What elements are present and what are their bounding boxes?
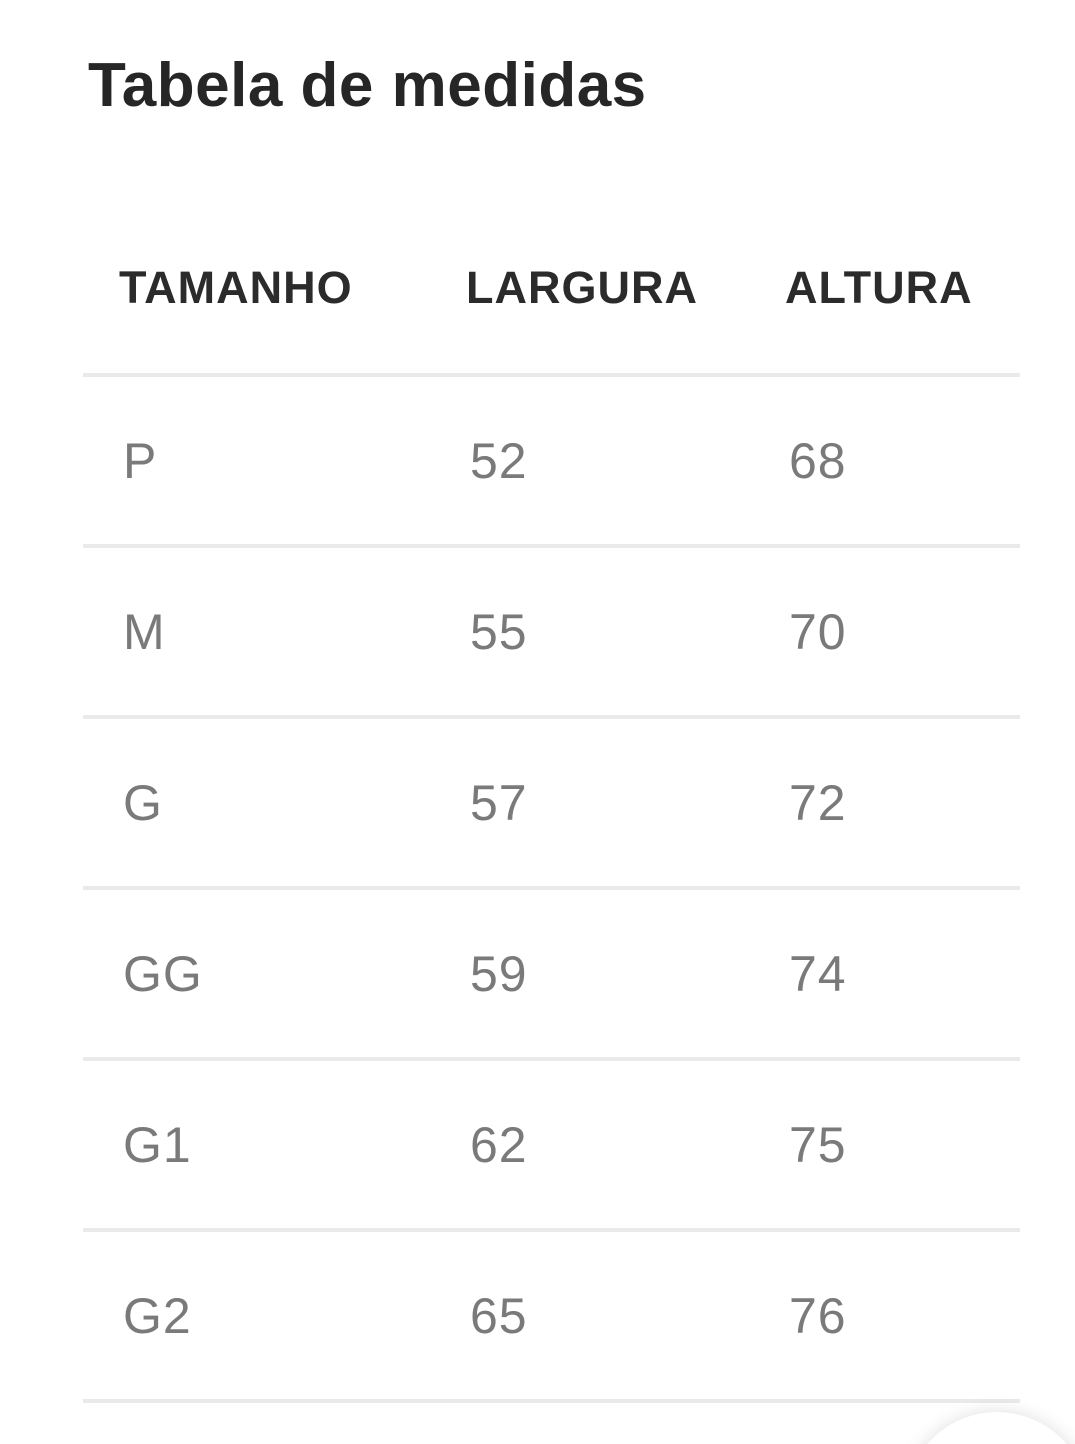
cell-altura: 68 bbox=[789, 432, 847, 489]
cell-largura: 52 bbox=[470, 432, 528, 489]
floating-widget-button[interactable] bbox=[905, 1412, 1075, 1444]
table-row: G1 62 75 bbox=[83, 1061, 1020, 1232]
table-row: G2 65 76 bbox=[83, 1232, 1020, 1403]
cell-tamanho: G bbox=[123, 774, 163, 831]
cell-largura: 57 bbox=[470, 774, 528, 831]
size-chart-table: TAMANHO LARGURA ALTURA P 52 68 M 55 70 G 57 72 GG… bbox=[83, 230, 1020, 1403]
table-row: G 57 72 bbox=[83, 719, 1020, 890]
cell-tamanho: M bbox=[123, 603, 166, 660]
column-header-largura: LARGURA bbox=[466, 261, 698, 313]
cell-altura: 76 bbox=[789, 1287, 847, 1344]
table-row: M 55 70 bbox=[83, 548, 1020, 719]
cell-largura: 55 bbox=[470, 603, 528, 660]
cell-largura: 65 bbox=[470, 1287, 528, 1344]
table-header-row: TAMANHO LARGURA ALTURA bbox=[83, 230, 1020, 377]
cell-altura: 72 bbox=[789, 774, 847, 831]
cell-altura: 70 bbox=[789, 603, 847, 660]
table-row: P 52 68 bbox=[83, 377, 1020, 548]
column-header-tamanho: TAMANHO bbox=[119, 261, 353, 313]
cell-altura: 75 bbox=[789, 1116, 847, 1173]
cell-largura: 59 bbox=[470, 945, 528, 1002]
cell-tamanho: G1 bbox=[123, 1116, 192, 1173]
cell-tamanho: P bbox=[123, 432, 158, 489]
cell-tamanho: GG bbox=[123, 945, 203, 1002]
cell-tamanho: G2 bbox=[123, 1287, 192, 1344]
page-title: Tabela de medidas bbox=[88, 51, 647, 120]
cell-altura: 74 bbox=[789, 945, 847, 1002]
table-row: GG 59 74 bbox=[83, 890, 1020, 1061]
cell-largura: 62 bbox=[470, 1116, 528, 1173]
table-body: P 52 68 M 55 70 G 57 72 GG 59 74 G1 62 75 G2 65 76 bbox=[83, 377, 1020, 1403]
column-header-altura: ALTURA bbox=[785, 261, 973, 313]
